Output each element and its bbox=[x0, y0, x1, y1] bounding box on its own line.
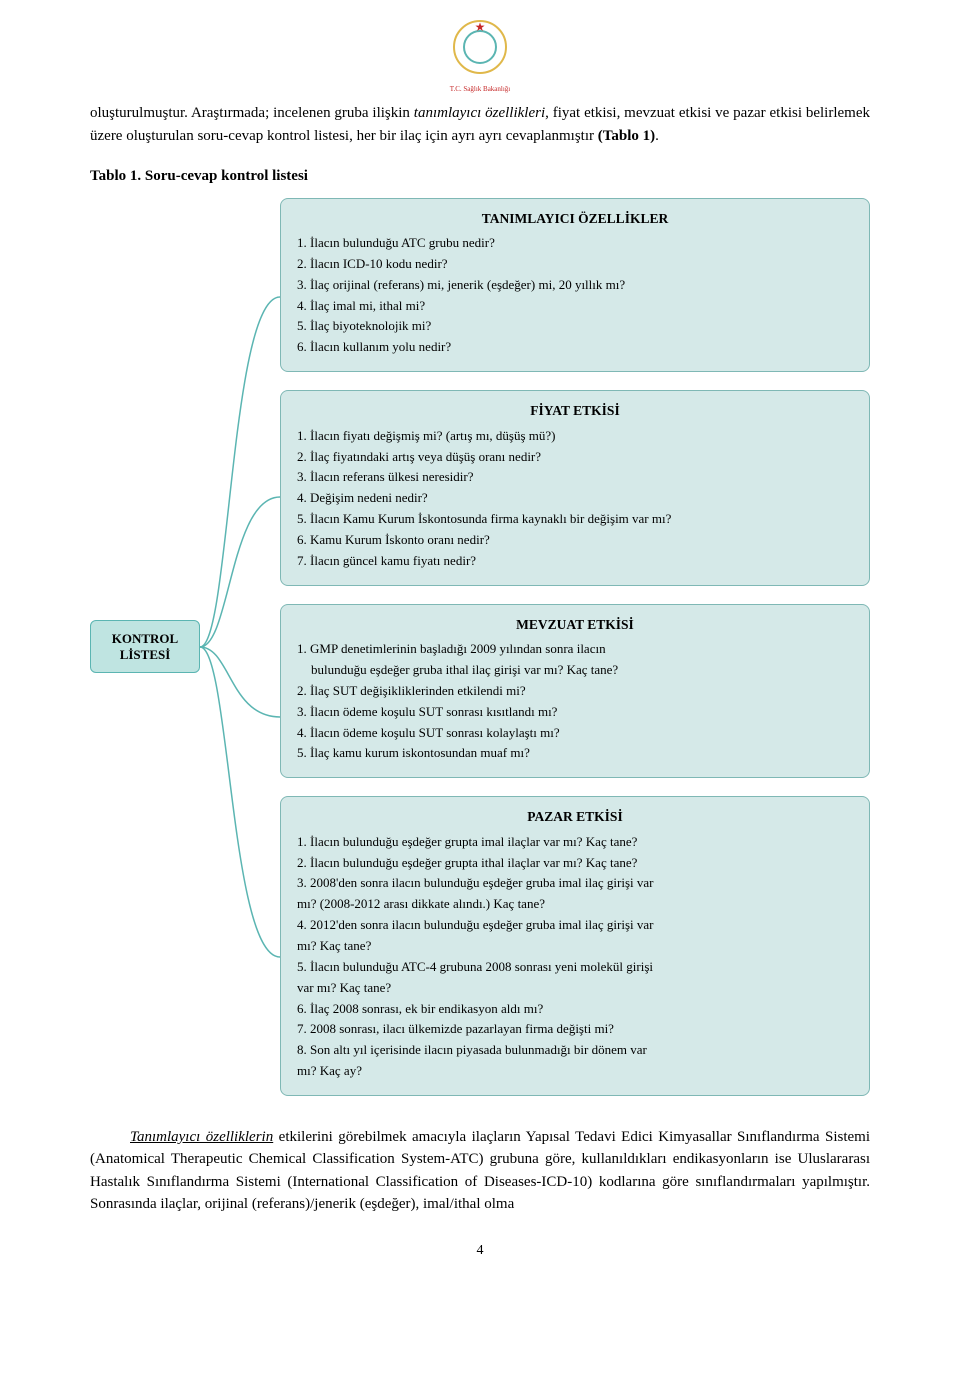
card-line: 4. İlacın ödeme koşulu SUT sonrası kolay… bbox=[297, 724, 853, 743]
body-paragraph: Tanımlayıcı özelliklerin etkilerini göre… bbox=[90, 1126, 870, 1216]
card-line: 3. İlacın ödeme koşulu SUT sonrası kısıt… bbox=[297, 703, 853, 722]
card-line: 8. Son altı yıl içerisinde ilacın piyasa… bbox=[297, 1041, 853, 1060]
intro-italic: tanımlayıcı özellikleri bbox=[414, 105, 545, 121]
card-title: MEVZUAT ETKİSİ bbox=[297, 615, 853, 635]
card-line: mı? Kaç ay? bbox=[297, 1062, 853, 1081]
connector-lines-icon bbox=[200, 217, 280, 1077]
card-mevzuat: MEVZUAT ETKİSİ 1. GMP denetimlerinin baş… bbox=[280, 604, 870, 779]
card-line: 7. İlacın güncel kamu fiyatı nedir? bbox=[297, 552, 853, 571]
table-caption: Tablo 1. Soru-cevap kontrol listesi bbox=[90, 165, 870, 188]
card-fiyat: FİYAT ETKİSİ 1. İlacın fiyatı değişmiş m… bbox=[280, 390, 870, 585]
card-line: 7. 2008 sonrası, ilacı ülkemizde pazarla… bbox=[297, 1020, 853, 1039]
card-lines: 1. GMP denetimlerinin başladığı 2009 yıl… bbox=[297, 640, 853, 763]
body-lead: Tanımlayıcı özelliklerin bbox=[130, 1129, 273, 1145]
card-title: PAZAR ETKİSİ bbox=[297, 807, 853, 827]
page-root: T.C. Sağlık Bakanlığı oluşturulmuştur. A… bbox=[0, 0, 960, 1301]
card-lines: 1. İlacın fiyatı değişmiş mi? (artış mı,… bbox=[297, 427, 853, 571]
intro-text-1: oluşturulmuştur. Araştırmada; incelenen … bbox=[90, 105, 414, 121]
card-line: var mı? Kaç tane? bbox=[297, 979, 853, 998]
card-line: 4. 2012'den sonra ilacın bulunduğu eşdeğ… bbox=[297, 916, 853, 935]
card-line: 3. İlaç orijinal (referans) mi, jenerik … bbox=[297, 276, 853, 295]
card-title: TANIMLAYICI ÖZELLİKLER bbox=[297, 209, 853, 229]
card-line: 2. İlaç fiyatındaki artış veya düşüş ora… bbox=[297, 448, 853, 467]
card-line: 2. İlacın ICD-10 kodu nedir? bbox=[297, 255, 853, 274]
card-line: 5. İlaç biyoteknolojik mi? bbox=[297, 317, 853, 336]
kontrol-listesi-box: KONTROL LİSTESİ bbox=[90, 620, 200, 673]
intro-paragraph: oluşturulmuştur. Araştırmada; incelenen … bbox=[90, 102, 870, 147]
card-line: 6. İlacın kullanım yolu nedir? bbox=[297, 338, 853, 357]
card-pazar: PAZAR ETKİSİ 1. İlacın bulunduğu eşdeğer… bbox=[280, 796, 870, 1096]
kontrol-line1: KONTROL bbox=[95, 631, 195, 647]
intro-end: . bbox=[655, 128, 659, 144]
ministry-logo-icon bbox=[453, 20, 507, 74]
card-lines: 1. İlacın bulunduğu ATC grubu nedir? 2. … bbox=[297, 234, 853, 357]
card-line: bulunduğu eşdeğer gruba ithal ilaç giriş… bbox=[297, 661, 853, 680]
card-line: mı? Kaç tane? bbox=[297, 937, 853, 956]
card-line: 5. İlaç kamu kurum iskontosundan muaf mı… bbox=[297, 744, 853, 763]
card-line: 1. İlacın bulunduğu ATC grubu nedir? bbox=[297, 234, 853, 253]
kontrol-line2: LİSTESİ bbox=[95, 647, 195, 663]
card-line: 2. İlaç SUT değişikliklerinden etkilendi… bbox=[297, 682, 853, 701]
card-lines: 1. İlacın bulunduğu eşdeğer grupta imal … bbox=[297, 833, 853, 1081]
card-tanimlayici: TANIMLAYICI ÖZELLİKLER 1. İlacın bulundu… bbox=[280, 198, 870, 373]
card-line: mı? (2008-2012 arası dikkate alındı.) Ka… bbox=[297, 895, 853, 914]
card-line: 4. Değişim nedeni nedir? bbox=[297, 489, 853, 508]
logo-caption: T.C. Sağlık Bakanlığı bbox=[90, 84, 870, 95]
card-line: 3. 2008'den sonra ilacın bulunduğu eşdeğ… bbox=[297, 874, 853, 893]
card-line: 4. İlaç imal mi, ithal mi? bbox=[297, 297, 853, 316]
card-line: 1. İlacın bulunduğu eşdeğer grupta imal … bbox=[297, 833, 853, 852]
header-logo-area: T.C. Sağlık Bakanlığı bbox=[90, 20, 870, 94]
intro-bold-ref: (Tablo 1) bbox=[598, 128, 655, 144]
card-line: 2. İlacın bulunduğu eşdeğer grupta ithal… bbox=[297, 854, 853, 873]
card-title: FİYAT ETKİSİ bbox=[297, 401, 853, 421]
page-number: 4 bbox=[90, 1240, 870, 1261]
card-line: 6. İlaç 2008 sonrası, ek bir endikasyon … bbox=[297, 1000, 853, 1019]
card-line: 5. İlacın bulunduğu ATC-4 grubuna 2008 s… bbox=[297, 958, 853, 977]
card-line: 1. GMP denetimlerinin başladığı 2009 yıl… bbox=[297, 640, 853, 659]
card-line: 1. İlacın fiyatı değişmiş mi? (artış mı,… bbox=[297, 427, 853, 446]
card-line: 5. İlacın Kamu Kurum İskontosunda firma … bbox=[297, 510, 853, 529]
cards-column: TANIMLAYICI ÖZELLİKLER 1. İlacın bulundu… bbox=[280, 198, 870, 1096]
card-line: 6. Kamu Kurum İskonto oranı nedir? bbox=[297, 531, 853, 550]
card-line: 3. İlacın referans ülkesi neresidir? bbox=[297, 468, 853, 487]
diagram-wrapper: KONTROL LİSTESİ TANIMLAYICI ÖZELLİKLER 1… bbox=[90, 198, 870, 1096]
